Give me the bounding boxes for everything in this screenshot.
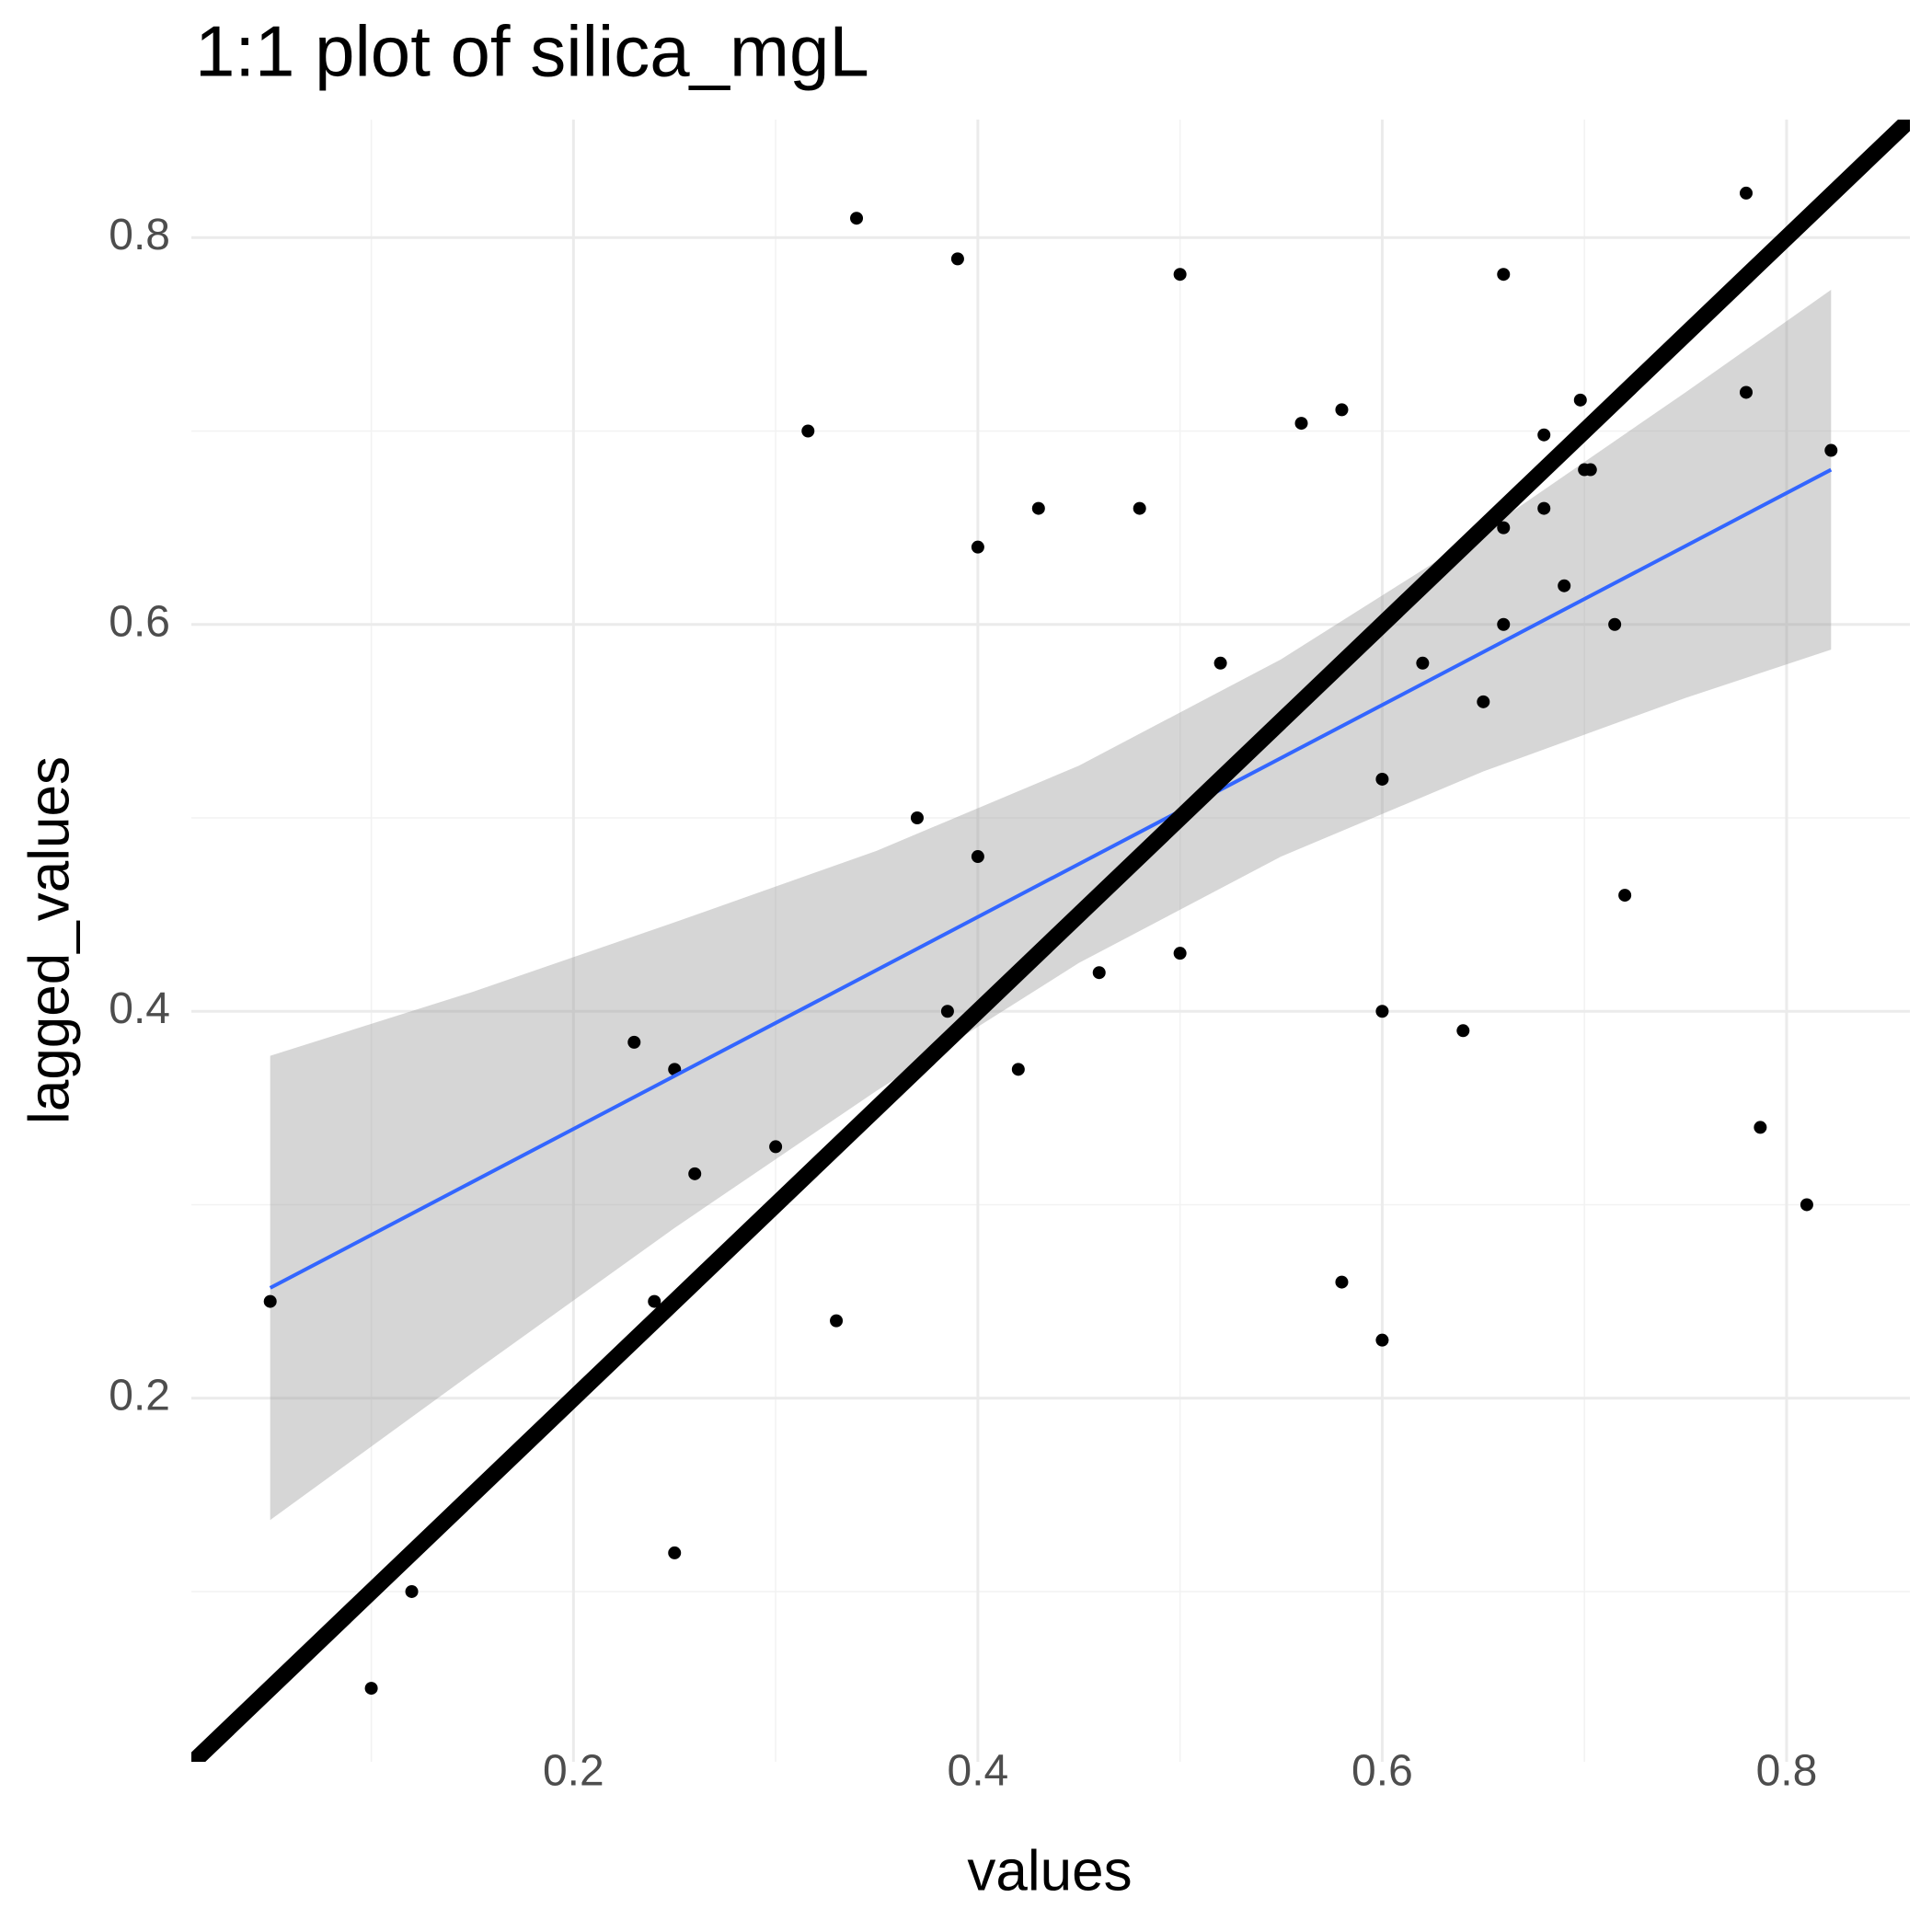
point [688,1167,702,1180]
confidence-band [270,290,1832,1521]
plot-panel [191,120,1910,1762]
point [1497,521,1511,535]
point [1739,385,1753,399]
point [1497,617,1511,631]
point [769,1140,783,1154]
point [1573,393,1587,407]
point [1173,268,1187,282]
point [1558,579,1571,592]
point [1294,417,1308,431]
point [1213,656,1227,670]
y-tick-label: 0.8 [109,211,170,259]
point [1375,1333,1389,1347]
point [910,811,924,824]
x-tick-label: 0.8 [1756,1747,1818,1796]
point [1031,501,1045,515]
point [1583,463,1597,477]
y-tick-label: 0.6 [109,597,170,646]
point [1375,1005,1389,1018]
point [850,212,864,225]
point [1497,268,1511,282]
reference-line [191,120,1910,1762]
points [263,186,1838,1696]
point [971,850,984,864]
y-tick-label: 0.4 [109,984,170,1033]
x-tick-label: 0.4 [948,1747,1009,1796]
point [1618,889,1632,903]
point [405,1584,419,1598]
point [364,1682,378,1696]
y-axis-title: lagged_values [17,756,81,1124]
point [1537,501,1551,515]
point [1173,947,1187,960]
point [1011,1063,1025,1076]
x-tick-label: 0.6 [1351,1747,1413,1796]
point [668,1546,682,1559]
point [627,1035,641,1049]
point [1092,966,1106,980]
point [1133,501,1146,515]
point [1335,403,1349,417]
point [950,252,964,266]
x-tick-label: 0.2 [543,1747,604,1796]
point [940,1005,954,1018]
point [1335,1275,1349,1289]
trend-line [269,467,1833,1290]
point [1375,772,1389,786]
point [263,1294,277,1308]
point [1456,1024,1470,1038]
point [1537,428,1551,442]
point [1824,443,1838,457]
x-axis-title: values [967,1839,1132,1903]
point [1754,1121,1767,1134]
point [1800,1198,1813,1212]
point [830,1314,844,1328]
point [801,424,815,438]
point [1416,656,1430,670]
point [971,540,984,554]
point [1739,186,1753,200]
chart-title: 1:1 plot of silica_mgL [195,11,869,92]
y-tick-label: 0.2 [109,1371,170,1420]
point [1477,695,1490,708]
point [1608,617,1622,631]
point [648,1294,661,1308]
